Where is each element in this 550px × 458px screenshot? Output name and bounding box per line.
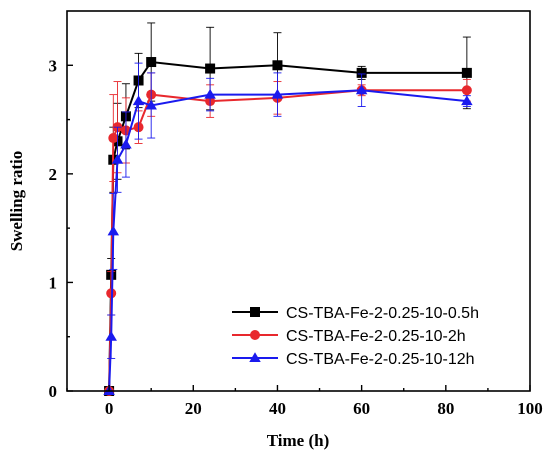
series-2 [104, 72, 472, 396]
data-point [205, 63, 216, 74]
series-3 [103, 62, 473, 395]
x-tick-label: 100 [517, 399, 543, 418]
data-point [120, 138, 132, 149]
x-tick-label: 60 [353, 399, 370, 418]
y-tick-label: 2 [49, 165, 58, 184]
plot-frame [66, 10, 531, 392]
data-point [461, 67, 472, 78]
y-axis-title: Swelling ratio [7, 151, 26, 252]
series-line [108, 89, 467, 392]
data-point [271, 88, 284, 99]
data-point [461, 85, 472, 96]
data-point [145, 99, 157, 110]
series-line [108, 89, 467, 392]
legend-item: CS-TBA-Fe-2-0.25-10-0.5h [232, 305, 479, 322]
legend-item: CS-TBA-Fe-2-0.25-10-2h [232, 328, 466, 345]
x-tick-label: 80 [437, 399, 454, 418]
data-point [107, 225, 120, 236]
legend-label: CS-TBA-Fe-2-0.25-10-2h [286, 328, 466, 345]
data-point [355, 84, 368, 95]
x-axis: 0 20 40 60 80 100 [66, 385, 543, 418]
legend-label: CS-TBA-Fe-2-0.25-10-0.5h [286, 305, 479, 322]
data-point [250, 307, 260, 317]
x-tick-label: 0 [105, 399, 114, 418]
x-axis-title: Time (h) [267, 431, 330, 450]
data-point [111, 153, 124, 164]
legend: CS-TBA-Fe-2-0.25-10-0.5h CS-TBA-Fe-2-0.25… [232, 305, 479, 368]
series-layer [103, 22, 473, 396]
data-point [356, 67, 367, 78]
y-tick-label: 1 [49, 273, 58, 292]
y-tick-label: 0 [49, 382, 58, 401]
x-tick-label: 20 [185, 399, 202, 418]
data-point [105, 330, 117, 341]
data-point [272, 60, 283, 71]
data-point [146, 57, 157, 68]
y-tick-label: 3 [49, 56, 58, 75]
data-point [461, 95, 473, 106]
data-point [132, 95, 145, 106]
legend-item: CS-TBA-Fe-2-0.25-10-12h [232, 351, 475, 368]
x-tick-label: 40 [269, 399, 286, 418]
data-point [249, 352, 261, 362]
data-point [250, 330, 260, 340]
data-point [204, 88, 216, 99]
legend-label: CS-TBA-Fe-2-0.25-10-12h [286, 351, 475, 368]
y-axis: 0 1 2 3 [49, 56, 73, 401]
data-point [108, 133, 119, 144]
